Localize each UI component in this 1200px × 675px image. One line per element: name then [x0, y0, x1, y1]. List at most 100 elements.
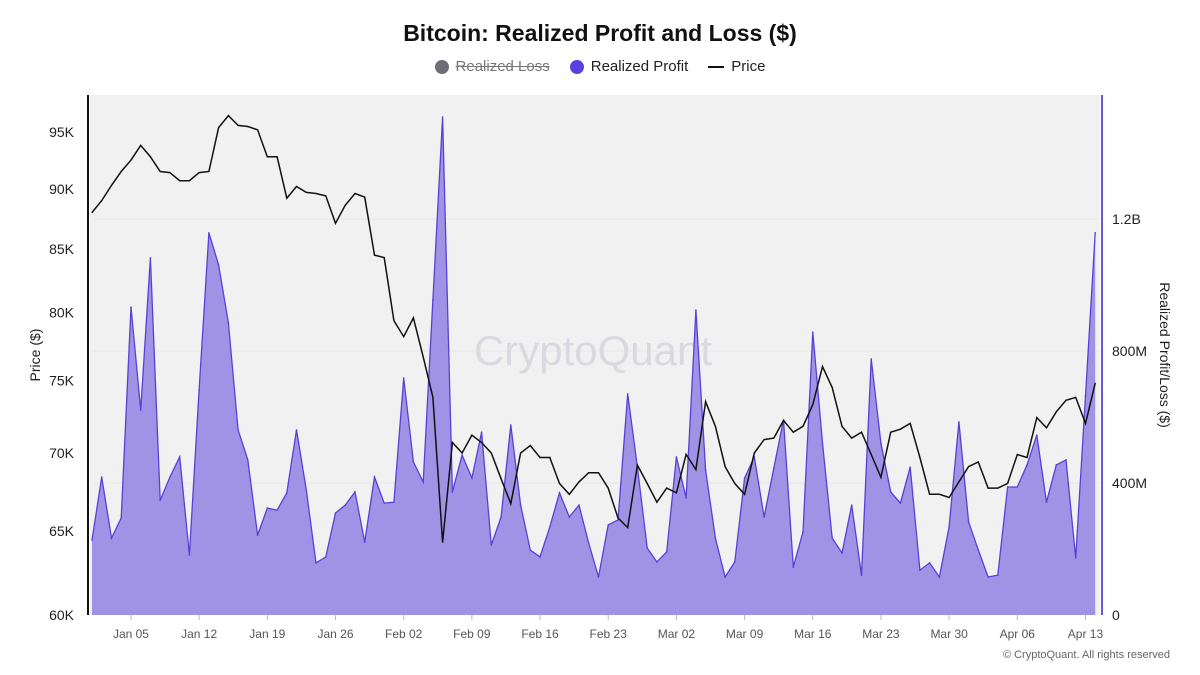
- legend-item-price[interactable]: Price: [708, 58, 765, 75]
- realized-profit-point: [344, 504, 347, 506]
- price-point: [1026, 456, 1028, 459]
- x-tick-label: Apr 13: [1068, 627, 1104, 641]
- price-point: [393, 319, 395, 322]
- x-tick-label: Mar 02: [658, 627, 696, 641]
- realized-profit-point: [675, 456, 678, 458]
- price-point: [705, 401, 707, 403]
- realized-profit-point: [256, 534, 259, 536]
- realized-profit-point: [500, 516, 502, 518]
- realized-profit-point: [295, 429, 298, 431]
- price-point: [1075, 396, 1077, 399]
- price-point: [977, 461, 979, 463]
- realized-profit-point: [1074, 557, 1077, 559]
- realized-profit-point: [870, 358, 872, 360]
- realized-profit-point: [461, 454, 463, 456]
- price-point: [607, 487, 609, 489]
- realized-profit-point: [471, 477, 473, 479]
- realized-profit-point: [100, 476, 103, 478]
- price-point: [870, 453, 872, 456]
- realized-profit-point: [529, 549, 532, 551]
- price-point: [1016, 453, 1018, 456]
- price-point: [646, 482, 648, 485]
- realized-profit-point: [490, 544, 493, 546]
- realized-profit-point: [286, 492, 288, 494]
- price-point: [383, 257, 385, 259]
- realized-profit-point: [880, 442, 882, 444]
- legend-item-realized-profit[interactable]: Realized Profit: [569, 58, 688, 75]
- price-point: [666, 487, 668, 489]
- price-point: [597, 472, 600, 474]
- price-point: [714, 425, 716, 427]
- price-point: [159, 170, 161, 173]
- left-tick-label: 60K: [49, 607, 75, 623]
- realized-profit-point: [811, 331, 814, 333]
- price-point: [110, 184, 113, 186]
- price-point: [821, 365, 824, 368]
- realized-profit-point: [734, 561, 736, 563]
- realized-profit-point: [441, 116, 444, 118]
- price-point: [636, 464, 639, 466]
- price-point: [364, 196, 366, 198]
- realized-profit-point: [393, 501, 395, 503]
- price-point: [286, 197, 288, 199]
- copyright: © CryptoQuant. All rights reserved: [1002, 649, 1170, 661]
- realized-profit-point: [305, 489, 308, 491]
- realized-profit-point: [510, 424, 512, 426]
- right-tick-label: 800M: [1112, 343, 1147, 359]
- price-point: [256, 129, 259, 131]
- price-point: [325, 195, 327, 197]
- realized-profit-point: [149, 257, 152, 259]
- x-tick-label: Jan 12: [181, 627, 217, 641]
- price-point: [412, 317, 415, 319]
- realized-profit-point: [850, 504, 853, 506]
- price-point: [558, 482, 561, 485]
- realized-profit-line: [91, 116, 1096, 579]
- price-point: [724, 465, 726, 468]
- realized-profit-point: [315, 562, 317, 564]
- realized-profit-point: [568, 516, 571, 518]
- price-point: [1006, 482, 1009, 485]
- price-point: [997, 487, 999, 489]
- right-tick-label: 1.2B: [1112, 211, 1141, 227]
- realized-profit-point: [977, 549, 980, 551]
- x-tick-label: Mar 30: [930, 627, 968, 641]
- realized-profit-point: [237, 429, 239, 431]
- realized-profit-point: [626, 393, 629, 395]
- price-point: [149, 156, 152, 158]
- price-point: [812, 403, 814, 406]
- realized-profit-point: [412, 461, 415, 463]
- realized-profit-point: [178, 456, 181, 458]
- realized-profit-point: [597, 576, 600, 578]
- realized-profit-point: [685, 497, 687, 499]
- price-point: [802, 425, 804, 427]
- price-point: [519, 452, 522, 454]
- realized-profit-point: [276, 509, 278, 511]
- price-point: [305, 191, 307, 193]
- price-point: [627, 527, 629, 529]
- realized-profit-point: [217, 264, 220, 266]
- price-point: [266, 156, 268, 158]
- price-point: [237, 124, 239, 127]
- realized-profit-point: [480, 431, 483, 433]
- price-point: [987, 487, 989, 489]
- realized-profit-point: [383, 502, 386, 504]
- price-point: [91, 211, 93, 214]
- price-point: [831, 386, 833, 389]
- realized-profit-point: [997, 574, 999, 576]
- realized-profit-point: [91, 539, 93, 541]
- x-tick-label: Apr 06: [1000, 627, 1036, 641]
- realized-profit-point: [227, 322, 230, 324]
- price-point: [743, 493, 746, 495]
- price-point: [295, 185, 298, 188]
- legend-item-realized-loss[interactable]: Realized Loss: [434, 58, 550, 75]
- left-tick-label: 70K: [49, 445, 75, 461]
- realized-profit-point: [188, 554, 191, 556]
- price-point: [169, 172, 171, 174]
- realized-profit-point: [558, 492, 561, 494]
- plot-background: [90, 95, 1100, 615]
- price-point: [442, 541, 444, 543]
- price-point: [763, 438, 765, 441]
- realized-profit-point: [247, 459, 249, 461]
- realized-profit-point: [169, 476, 171, 478]
- realized-profit-point: [909, 466, 911, 468]
